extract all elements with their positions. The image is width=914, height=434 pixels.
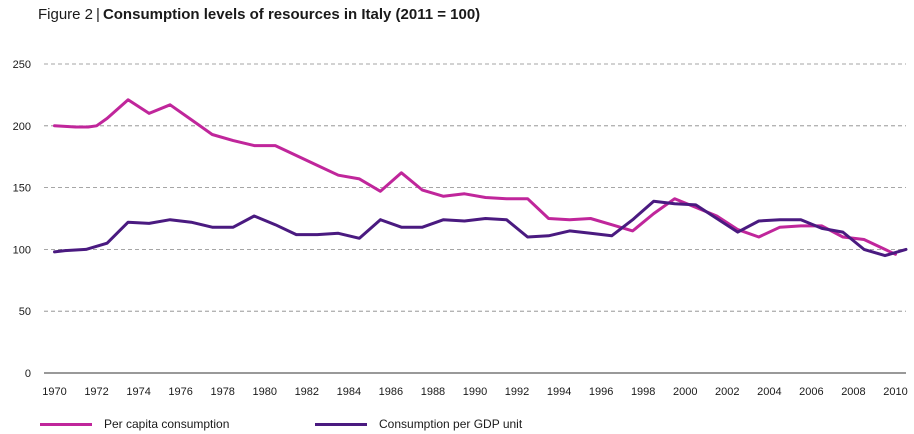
x-tick-label-1970: 1970 — [42, 386, 66, 398]
x-tick-label-1972: 1972 — [84, 386, 108, 398]
x-tick-label-1984: 1984 — [337, 386, 361, 398]
x-tick-label-2008: 2008 — [841, 386, 865, 398]
x-tick-label-2006: 2006 — [799, 386, 823, 398]
series-line-per-capita — [53, 98, 897, 256]
x-tick-label-1980: 1980 — [253, 386, 277, 398]
x-tick-label-1998: 1998 — [631, 386, 655, 398]
x-tick-label-1986: 1986 — [379, 386, 403, 398]
figure-title: Consumption levels of resources in Italy… — [102, 6, 481, 23]
x-tick-label-1990: 1990 — [463, 386, 487, 398]
legend-label-per-gdp: Consumption per GDP unit — [379, 417, 523, 431]
x-tick-label-1974: 1974 — [126, 386, 150, 398]
y-tick-label-250: 250 — [13, 59, 31, 71]
y-tick-label-0: 0 — [25, 368, 31, 380]
x-tick-label-2010: 2010 — [883, 386, 907, 398]
series-line-per-gdp — [53, 199, 908, 258]
chart-title: Figure 2 | Consumption levels of resources… — [38, 6, 480, 23]
series-lines — [53, 98, 908, 258]
legend-swatch-per-capita — [40, 422, 92, 426]
y-tick-label-100: 100 — [13, 244, 31, 256]
gridlines — [44, 63, 906, 374]
x-tick-label-1982: 1982 — [295, 386, 319, 398]
legend-label-per-capita: Per capita consumption — [104, 417, 230, 431]
x-tick-label-1976: 1976 — [168, 386, 192, 398]
y-tick-label-150: 150 — [13, 183, 31, 195]
title-separator: | — [96, 6, 100, 23]
figure-number: Figure 2 — [38, 6, 94, 23]
x-tick-label-2002: 2002 — [715, 386, 739, 398]
x-tick-label-1994: 1994 — [547, 386, 571, 398]
x-tick-label-1992: 1992 — [505, 386, 529, 398]
x-tick-label-1988: 1988 — [421, 386, 445, 398]
y-tick-label-200: 200 — [13, 121, 31, 133]
axes: 0 50 100 150 200 250 1970 1972 1974 1976 1978 1980 1… — [13, 59, 908, 398]
x-tick-label-2000: 2000 — [673, 386, 697, 398]
x-tick-label-2004: 2004 — [757, 386, 781, 398]
legend-item-per-gdp: Consumption per GDP unit — [315, 417, 522, 431]
legend-swatch-per-gdp — [315, 422, 367, 426]
y-tick-label-50: 50 — [19, 306, 31, 318]
legend-item-per-capita: Per capita consumption — [40, 417, 229, 431]
x-tick-label-1996: 1996 — [589, 386, 613, 398]
x-tick-label-1978: 1978 — [210, 386, 234, 398]
